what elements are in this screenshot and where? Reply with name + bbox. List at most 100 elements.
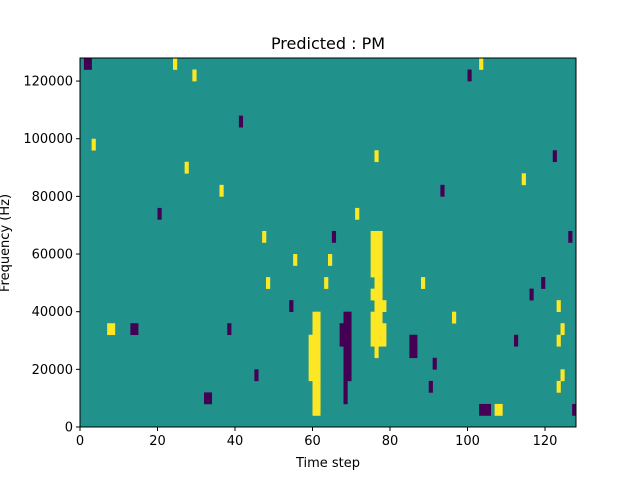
heatmap-cell-high — [374, 242, 379, 255]
heatmap-cell-high — [382, 334, 387, 347]
heatmap-cell-high — [355, 207, 360, 220]
y-tick-label: 60000 — [32, 248, 73, 263]
heatmap-cell-high — [107, 323, 112, 336]
heatmap-cell-high — [382, 323, 387, 336]
heatmap-cell-low — [343, 392, 348, 405]
heatmap-cell-high — [173, 58, 178, 70]
heatmap-cell-high — [316, 403, 321, 416]
heatmap-cell-low — [207, 392, 213, 405]
heatmap-cell-high — [378, 242, 383, 255]
heatmap-cell-low — [428, 380, 433, 393]
heatmap-cell-high — [560, 369, 565, 382]
heatmap-cell-high — [262, 230, 267, 243]
heatmap-cell-high — [498, 403, 503, 416]
heatmap-cell-high — [91, 138, 96, 151]
heatmap-cell-low — [83, 58, 89, 70]
y-tick-label: 120000 — [23, 75, 73, 90]
heatmap-cell-low — [347, 334, 352, 347]
heatmap-cell-high — [316, 323, 321, 336]
heatmap-cell-low — [440, 184, 445, 197]
heatmap-cell-high — [556, 380, 561, 393]
heatmap-cell-high — [378, 265, 383, 278]
heatmap-cell-high — [556, 300, 561, 312]
heatmap-cell-high — [308, 357, 313, 370]
heatmap-cell-high — [312, 346, 317, 359]
heatmap-cell-low — [339, 334, 344, 347]
heatmap-cell-high — [308, 369, 313, 382]
heatmap-cell-low — [343, 346, 348, 359]
heatmap-cell-high — [556, 334, 561, 347]
y-axis: 0 20000 40000 60000 80000 100000 120000 — [23, 75, 80, 436]
heatmap-cell-low — [238, 115, 244, 128]
heatmap-cell-high — [308, 334, 313, 347]
heatmap-cell-low — [343, 334, 348, 347]
heatmap-cell-low — [204, 392, 209, 405]
heatmap-cell-low — [343, 369, 348, 382]
x-axis: 0 20 40 60 80 100 120 — [76, 427, 557, 449]
y-axis-label: Frequency (Hz) — [0, 194, 13, 292]
heatmap-cell-low — [87, 58, 92, 70]
x-tick-label: 100 — [455, 434, 480, 449]
heatmap-cell-low — [413, 334, 418, 347]
plot-frame — [79, 57, 577, 428]
heatmap-cell-low — [432, 357, 437, 370]
heatmap-cell-low — [529, 288, 534, 301]
heatmap-cell-low — [413, 346, 418, 359]
heatmap-cell-high — [452, 311, 457, 324]
heatmap-cell-low — [157, 207, 162, 220]
heatmap-cell-high — [219, 184, 224, 197]
heatmap-cell-high — [316, 392, 321, 405]
heatmap-cell-high — [324, 277, 329, 289]
heatmap-cell-low — [339, 323, 344, 336]
heatmap-cell-high — [370, 334, 375, 347]
heatmap-cell-high — [184, 161, 189, 174]
heatmap-cell-high — [560, 323, 565, 336]
heatmap-cell-high — [370, 242, 375, 255]
heatmap-cell-low — [409, 346, 414, 359]
heatmap-cell-low — [254, 369, 259, 382]
heatmap-cell-high — [378, 323, 383, 336]
heatmap-cell-low — [134, 323, 139, 336]
y-tick-label: 80000 — [32, 190, 73, 205]
heatmap-cell-low — [541, 277, 546, 289]
x-tick-label: 20 — [149, 434, 166, 449]
heatmap-cell-high — [382, 300, 387, 312]
heatmap-cell-high — [374, 311, 379, 324]
heatmap-cell-low — [572, 403, 577, 416]
heatmap-cell-high — [192, 69, 197, 82]
heatmap-cell-high — [378, 334, 383, 347]
heatmap-cell-high — [378, 311, 383, 324]
x-tick-label: 80 — [382, 434, 399, 449]
heatmap-cell-high — [374, 254, 379, 266]
x-tick-label: 40 — [227, 434, 244, 449]
chart-title: Predicted : PM — [271, 34, 385, 53]
heatmap-cell-high — [374, 346, 379, 359]
heatmap-cell-high — [316, 311, 321, 324]
heatmap-cell-high — [316, 334, 321, 347]
x-axis-label: Time step — [295, 456, 360, 471]
heatmap-cell-low — [130, 323, 135, 336]
heatmap-cell-high — [378, 254, 383, 266]
heatmap-cell-high — [374, 323, 379, 336]
heatmap-cell-high — [374, 288, 379, 301]
plot-area — [80, 58, 577, 427]
heatmap-cell-low — [552, 150, 557, 163]
heatmap-cell-high — [312, 323, 317, 336]
heatmap-cell-low — [514, 334, 519, 347]
heatmap-cell-high — [370, 230, 375, 243]
heatmap-cell-high — [370, 254, 375, 266]
heatmap-cell-high — [479, 58, 484, 70]
heatmap-cell-high — [374, 334, 379, 347]
heatmap-cell-high — [293, 254, 298, 266]
heatmap-cell-low — [343, 311, 348, 324]
heatmap-cell-low — [343, 380, 348, 393]
heatmap-cell-high — [312, 392, 317, 405]
heatmap-background — [80, 58, 576, 427]
heatmap-cell-high — [316, 369, 321, 382]
heatmap-cell-high — [316, 380, 321, 393]
heatmap-cell-low — [467, 69, 472, 82]
heatmap-cell-low — [568, 230, 573, 243]
heatmap-cell-high — [312, 334, 317, 347]
heatmap-cell-high — [111, 323, 116, 336]
heatmap-cell-high — [312, 357, 317, 370]
